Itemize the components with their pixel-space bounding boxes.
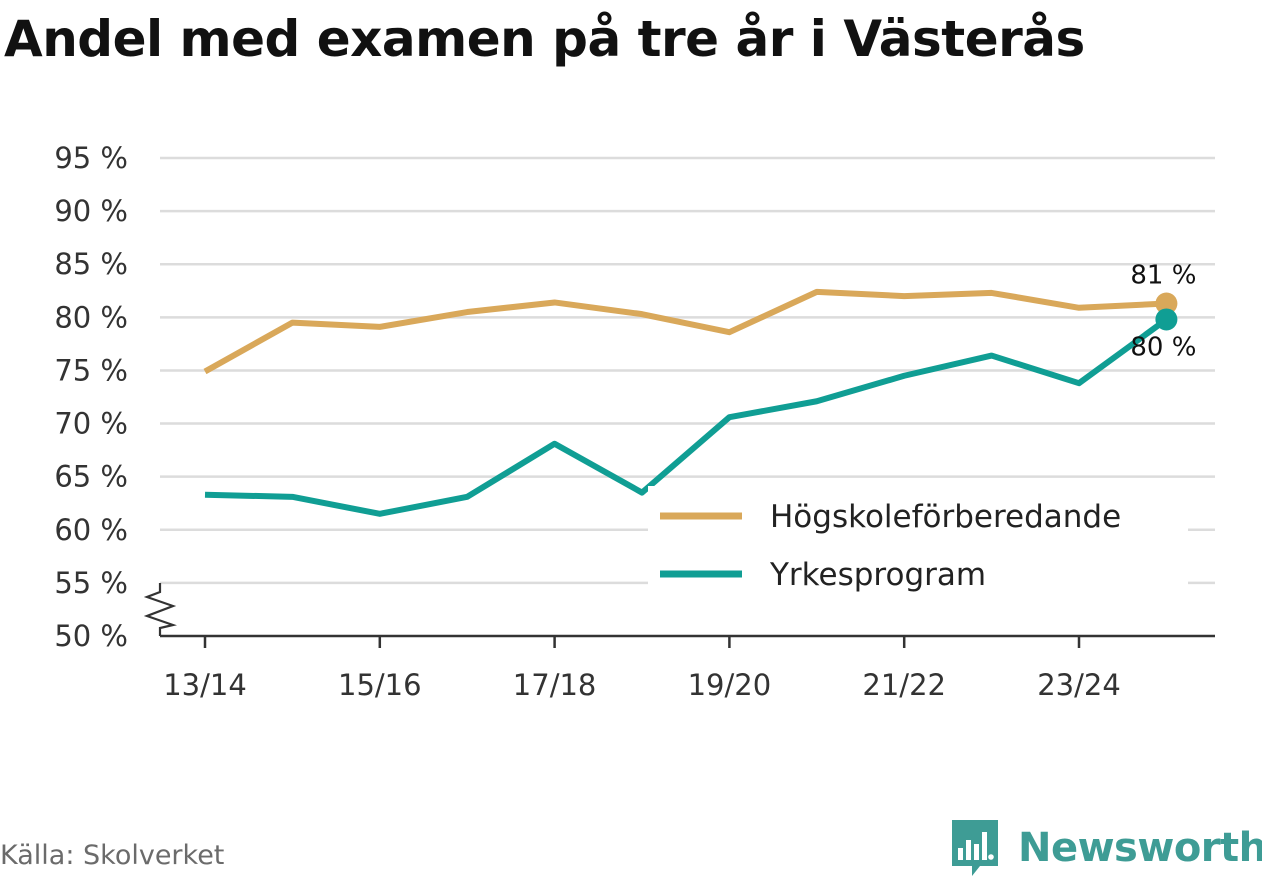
y-tick-label: 90 % [54,194,128,228]
line-chart: 50 % 55 % 60 % 65 % 70 % 75 % 80 % 85 % 90 % 95 %… [54,141,1215,702]
axis-break-icon [143,583,177,636]
x-tick-label: 21/22 [862,668,946,702]
chart-title: Andel med examen på tre år i Västerås [4,10,1085,68]
end-labels: 81 % 80 % [1130,261,1196,363]
y-tick-label: 55 % [54,566,128,600]
series-line [204,317,1169,517]
end-value-label: 81 % [1130,261,1196,291]
y-tick-label: 70 % [54,407,128,441]
end-point [1155,308,1178,331]
end-point [1155,292,1178,315]
legend-label: Högskoleförberedande [770,499,1121,535]
y-tick-label: 75 % [54,353,128,387]
x-axis: 13/14 15/16 17/18 19/20 21/22 23/24 [160,634,1215,702]
legend-label: Yrkesprogram [769,557,986,593]
x-tick-label: 15/16 [338,668,422,702]
y-tick-label: 65 % [54,460,128,494]
y-axis-ticks: 50 % 55 % 60 % 65 % 70 % 75 % 80 % 85 % 90 % 95 % [54,141,177,653]
brand-name: Newsworthy [1018,825,1262,871]
series-line [203,288,1167,375]
y-tick-label: 50 % [54,619,128,653]
end-value-label: 80 % [1130,332,1196,362]
series-lines [203,288,1178,517]
y-tick-label: 95 % [54,141,128,175]
brand-logo: Newsworthy [950,818,1262,878]
legend: Högskoleförberedande Yrkesprogram [648,486,1188,593]
x-tick-label: 23/24 [1037,668,1121,702]
x-tick-label: 19/20 [688,668,772,702]
y-tick-label: 80 % [54,300,128,334]
x-tick-label: 17/18 [513,668,597,702]
y-tick-label: 85 % [54,247,128,281]
newsworthy-logo-icon [952,820,998,876]
x-tick-label: 13/14 [163,668,247,702]
y-tick-label: 60 % [54,513,128,547]
source-note: Källa: Skolverket [0,840,225,871]
